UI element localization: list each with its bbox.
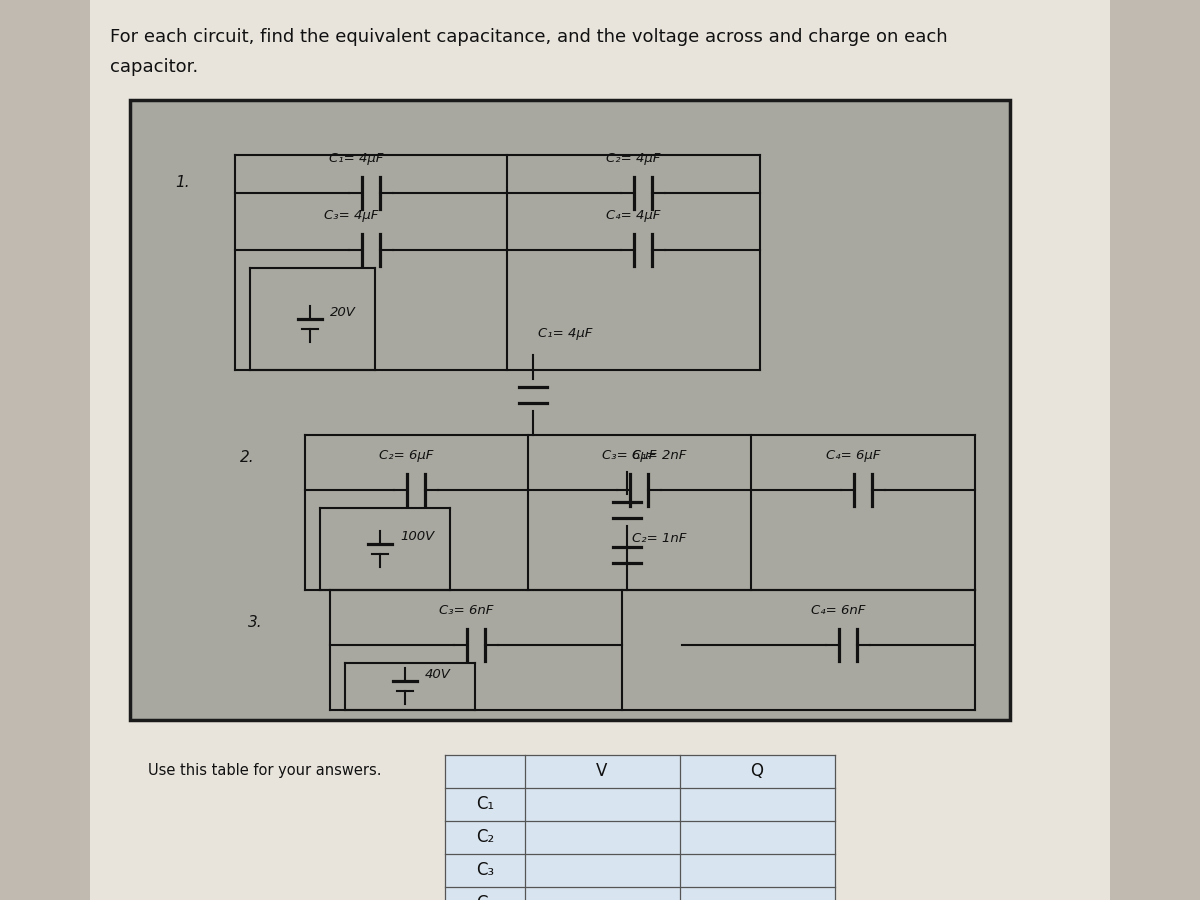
Bar bbox=[445, 755, 835, 900]
Text: 1.: 1. bbox=[175, 175, 190, 190]
Bar bbox=[130, 100, 1010, 720]
Text: 3.: 3. bbox=[248, 615, 263, 630]
Text: C₁: C₁ bbox=[476, 795, 494, 813]
Text: C₂= 1nF: C₂= 1nF bbox=[632, 532, 686, 545]
Text: 20V: 20V bbox=[330, 305, 356, 319]
Text: C₂= 4μF: C₂= 4μF bbox=[606, 152, 660, 165]
Text: C₄= 4μF: C₄= 4μF bbox=[606, 209, 660, 222]
Text: C₃= 6nF: C₃= 6nF bbox=[439, 604, 493, 617]
Text: C₄: C₄ bbox=[476, 894, 494, 900]
Text: C₄= 6nF: C₄= 6nF bbox=[811, 604, 865, 617]
Text: C₄= 6μF: C₄= 6μF bbox=[826, 449, 880, 462]
Text: capacitor.: capacitor. bbox=[110, 58, 198, 76]
Text: C₂: C₂ bbox=[476, 828, 494, 846]
Text: 2.: 2. bbox=[240, 450, 254, 465]
Text: Use this table for your answers.: Use this table for your answers. bbox=[148, 763, 382, 778]
Bar bbox=[90, 0, 1110, 900]
Text: C₃: C₃ bbox=[476, 861, 494, 879]
Text: 40V: 40V bbox=[425, 668, 451, 680]
Text: C₂= 6μF: C₂= 6μF bbox=[379, 449, 433, 462]
Text: C₁= 4μF: C₁= 4μF bbox=[329, 152, 383, 165]
Text: 100V: 100V bbox=[400, 530, 434, 544]
Text: Q: Q bbox=[750, 762, 763, 780]
Text: V: V bbox=[596, 762, 607, 780]
Text: C₃= 6μF: C₃= 6μF bbox=[602, 449, 656, 462]
Text: For each circuit, find the equivalent capacitance, and the voltage across and ch: For each circuit, find the equivalent ca… bbox=[110, 28, 948, 46]
Text: C₁= 4μF: C₁= 4μF bbox=[538, 327, 593, 340]
Text: C₃= 4μF: C₃= 4μF bbox=[324, 209, 378, 222]
Text: C₁= 2nF: C₁= 2nF bbox=[632, 449, 686, 462]
